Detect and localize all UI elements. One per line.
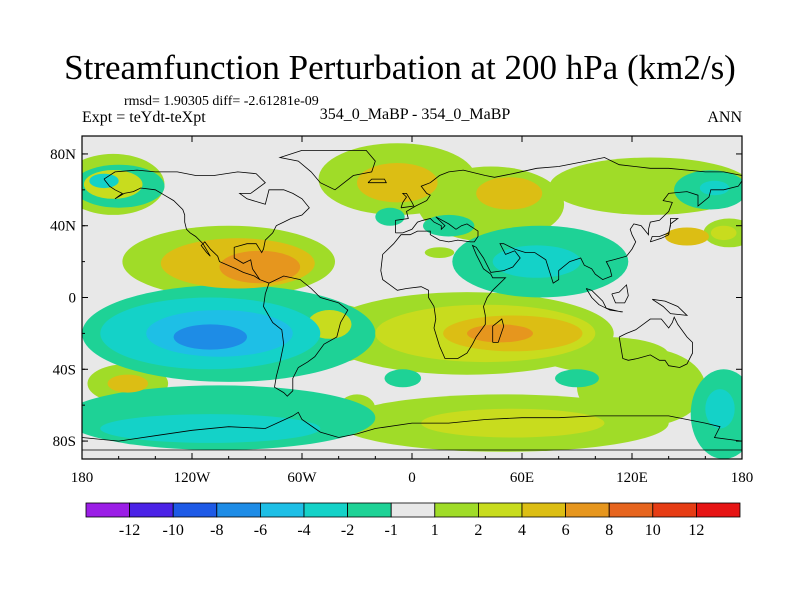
x-tick-label: 120E — [616, 470, 648, 486]
positive-contour-region — [710, 225, 737, 241]
positive-contour-region — [467, 324, 533, 343]
case-label: 354_0_MaBP - 354_0_MaBP — [319, 106, 511, 123]
y-tick-label: 40S — [53, 362, 76, 378]
positive-contour-region — [476, 177, 543, 210]
colorbar-swatch — [85, 502, 130, 518]
colorbar-label: 2 — [474, 522, 482, 539]
positive-contour-region — [107, 374, 148, 393]
colorbar-label: 4 — [518, 522, 526, 539]
coastline — [618, 316, 693, 368]
y-tick-label: 0 — [69, 291, 77, 307]
colorbar-label: 12 — [688, 522, 704, 539]
positive-contour-region — [357, 163, 438, 203]
coastline — [278, 150, 376, 191]
x-tick-label: 180 — [731, 470, 754, 486]
negative-contour-region — [375, 207, 405, 226]
y-tick-label: 80N — [50, 147, 76, 163]
coastline-layer — [82, 150, 742, 451]
negative-contour-region — [555, 369, 599, 388]
y-tick-label: 80S — [53, 434, 76, 450]
positive-contour-region — [219, 250, 301, 284]
stats-label: rmsd= 1.90305 diff= -2.61281e-09 — [124, 94, 319, 109]
colorbar-swatch — [434, 502, 479, 518]
chart-title: Streamfunction Perturbation at 200 hPa (… — [64, 48, 736, 87]
colorbar-swatch — [172, 502, 218, 518]
coastline — [82, 411, 742, 442]
coastline — [367, 178, 387, 184]
colorbar-label: -6 — [254, 522, 267, 539]
colorbar-swatch — [390, 502, 436, 518]
season-label: ANN — [707, 109, 742, 126]
colorbar-swatch — [565, 502, 610, 518]
colorbar-swatch — [608, 502, 654, 518]
colorbar-swatch — [521, 502, 566, 518]
colorbar-swatch — [129, 502, 174, 518]
x-tick-label: 60E — [510, 470, 534, 486]
colorbar-swatch — [477, 502, 523, 518]
negative-contour-region — [492, 245, 581, 278]
coastline — [103, 178, 261, 280]
negative-contour-region — [89, 173, 119, 189]
colorbar-label: 8 — [605, 522, 613, 539]
x-tick-label: 60W — [287, 470, 317, 486]
colorbar-label: -8 — [210, 522, 223, 539]
coastline — [400, 193, 415, 209]
positive-contour-region — [421, 408, 605, 438]
colorbar: -12 -10 -8 -6 -4 -2 -1 1 2 4 6 8 10 12 — [85, 502, 741, 539]
coastline — [103, 169, 349, 397]
colorbar-label: -10 — [163, 522, 184, 539]
coastline — [651, 298, 689, 316]
colorbar-label: -12 — [119, 522, 140, 539]
colorbar-swatch — [216, 502, 261, 518]
field-layer — [82, 136, 742, 459]
positive-contour-region — [665, 227, 709, 246]
coastline — [492, 318, 505, 343]
experiment-label: Expt = teYdt-teXpt — [82, 109, 206, 126]
negative-contour-region — [705, 389, 735, 429]
colorbar-swatch — [347, 502, 392, 518]
colorbar-label: 1 — [431, 522, 439, 539]
x-tick-label: 180 — [71, 470, 94, 486]
colorbar-label: 10 — [645, 522, 661, 539]
coastline — [649, 218, 680, 243]
positive-contour-region — [424, 247, 455, 258]
colorbar-label: -4 — [297, 522, 310, 539]
negative-contour-region — [384, 369, 422, 388]
coastline — [611, 284, 629, 304]
colorbar-swatch — [652, 502, 697, 518]
coastline — [395, 157, 742, 233]
colorbar-label: -1 — [385, 522, 398, 539]
colorbar-label: 6 — [562, 522, 570, 539]
coastline — [606, 307, 623, 313]
coastline — [380, 180, 742, 359]
negative-contour-region — [173, 324, 247, 350]
negative-contour-region — [699, 180, 730, 196]
x-tick-label: 0 — [408, 470, 416, 486]
negative-contour-region — [423, 214, 475, 237]
x-tick-label: 120W — [174, 470, 212, 486]
axis-ticks: 180 120W 60W 0 60E 120E 180 80N 40N 0 40S 80S — [50, 136, 753, 486]
colorbar-swatch — [259, 502, 305, 518]
colorbar-label: -2 — [341, 522, 354, 539]
colorbar-swatch — [303, 502, 348, 518]
colorbar-swatch — [696, 502, 741, 518]
y-tick-label: 40N — [50, 219, 76, 235]
